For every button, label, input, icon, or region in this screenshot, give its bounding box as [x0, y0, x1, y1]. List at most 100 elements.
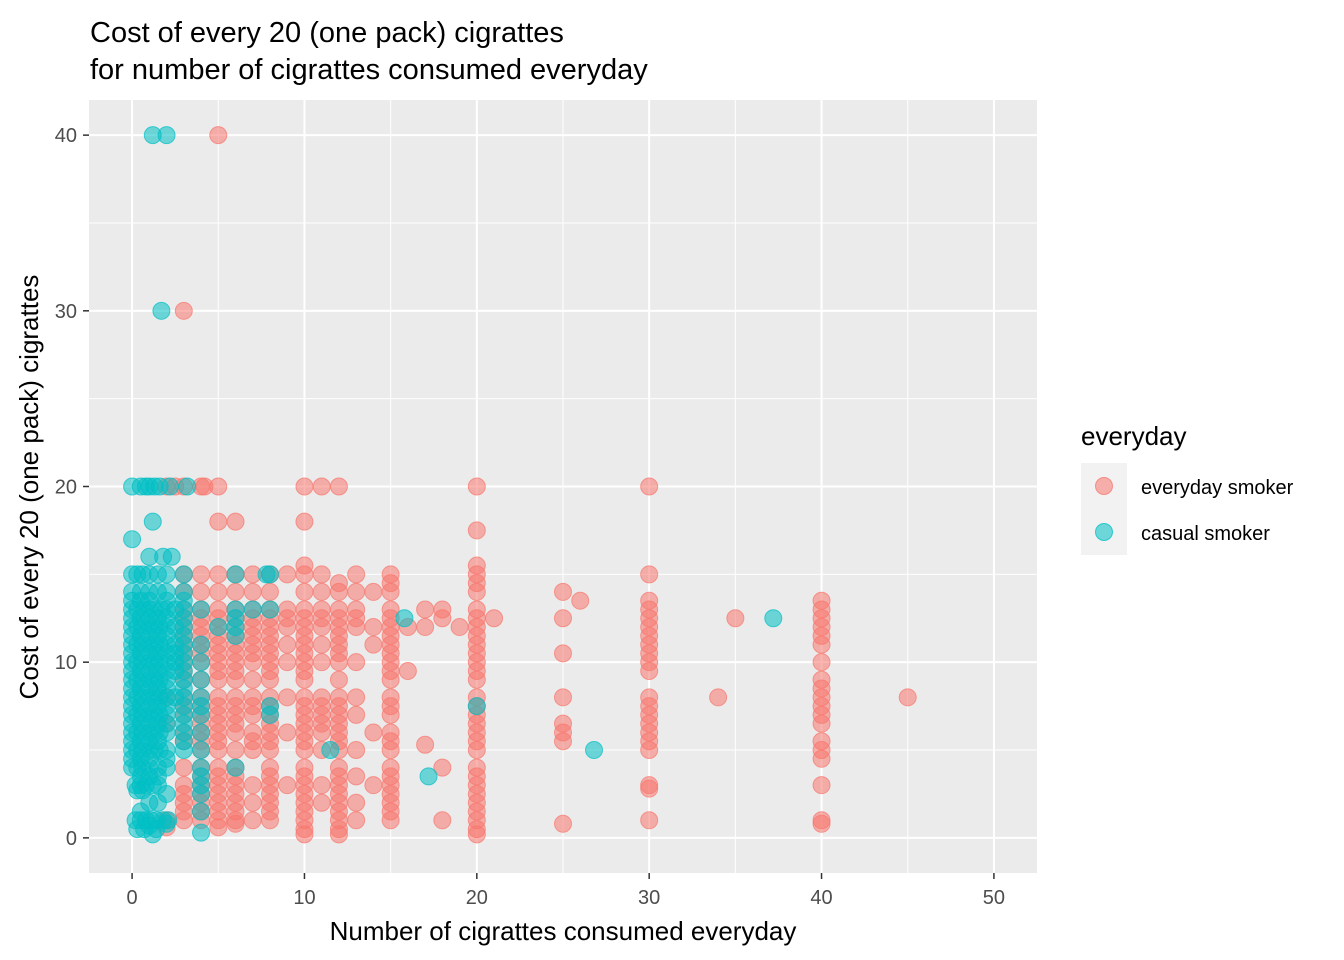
data-point-everyday-smoker — [812, 776, 831, 795]
data-point-casual-smoker — [174, 741, 193, 760]
x-tick-label: 40 — [810, 887, 832, 909]
data-point-everyday-smoker — [295, 670, 314, 689]
data-point-everyday-smoker — [640, 779, 659, 798]
y-tick-label: 30 — [55, 301, 77, 323]
data-point-everyday-smoker — [209, 818, 228, 837]
data-point-everyday-smoker — [243, 582, 262, 601]
data-point-everyday-smoker — [312, 477, 331, 496]
data-point-everyday-smoker — [347, 618, 366, 637]
data-point-casual-smoker — [192, 784, 211, 803]
data-point-casual-smoker — [174, 565, 193, 584]
data-point-everyday-smoker — [554, 688, 572, 707]
data-point-everyday-smoker — [347, 811, 366, 830]
data-point-everyday-smoker — [226, 670, 245, 689]
data-point-everyday-smoker — [329, 670, 348, 689]
data-point-everyday-smoker — [278, 776, 297, 795]
data-point-everyday-smoker — [260, 741, 279, 760]
data-point-everyday-smoker — [812, 653, 831, 672]
x-tick-label: 20 — [466, 887, 488, 909]
data-point-everyday-smoker — [226, 512, 245, 531]
data-point-everyday-smoker — [433, 609, 452, 628]
data-point-everyday-smoker — [467, 670, 486, 689]
data-point-everyday-smoker — [812, 814, 831, 833]
legend-title: everyday — [1081, 421, 1187, 451]
data-point-casual-smoker — [178, 477, 197, 496]
data-point-everyday-smoker — [398, 661, 417, 680]
data-point-everyday-smoker — [312, 618, 331, 637]
data-point-everyday-smoker — [174, 301, 193, 320]
data-point-casual-smoker — [260, 705, 279, 724]
data-point-everyday-smoker — [226, 741, 245, 760]
y-tick-label: 0 — [66, 828, 77, 850]
data-point-everyday-smoker — [709, 688, 728, 707]
data-point-everyday-smoker — [898, 688, 917, 707]
data-point-everyday-smoker — [329, 582, 348, 601]
data-point-casual-smoker — [226, 626, 245, 645]
data-point-everyday-smoker — [381, 670, 400, 689]
data-point-everyday-smoker — [243, 741, 262, 760]
data-point-everyday-smoker — [347, 767, 366, 786]
data-point-everyday-smoker — [433, 811, 452, 830]
data-point-everyday-smoker — [485, 609, 504, 628]
data-point-casual-smoker — [192, 670, 211, 689]
x-tick-label: 0 — [127, 887, 138, 909]
data-point-everyday-smoker — [329, 653, 348, 672]
data-point-everyday-smoker — [278, 635, 297, 654]
data-point-casual-smoker — [157, 814, 176, 833]
data-point-everyday-smoker — [192, 565, 211, 584]
data-point-everyday-smoker — [347, 582, 366, 601]
data-point-everyday-smoker — [416, 735, 435, 754]
data-point-casual-smoker — [152, 301, 171, 320]
data-point-everyday-smoker — [312, 582, 331, 601]
data-point-everyday-smoker — [226, 582, 245, 601]
data-point-everyday-smoker — [278, 688, 297, 707]
y-tick-label: 20 — [55, 477, 77, 499]
data-point-everyday-smoker — [243, 811, 262, 830]
data-point-everyday-smoker — [278, 653, 297, 672]
chart-subtitle: for number of cigrattes consumed everyda… — [90, 54, 648, 86]
data-point-casual-smoker — [148, 793, 167, 812]
data-point-casual-smoker — [226, 758, 245, 777]
data-point-everyday-smoker — [571, 591, 590, 610]
legend-symbol-everyday-smoker — [1095, 477, 1113, 495]
data-point-everyday-smoker — [347, 653, 366, 672]
data-point-casual-smoker — [192, 723, 211, 742]
data-point-everyday-smoker — [467, 521, 486, 540]
data-point-everyday-smoker — [467, 741, 486, 760]
data-point-everyday-smoker — [347, 705, 366, 724]
data-point-everyday-smoker — [243, 705, 262, 724]
data-point-everyday-smoker — [381, 811, 400, 830]
data-point-everyday-smoker — [312, 793, 331, 812]
y-axis-ticks: 0 10 20 30 40 — [55, 125, 89, 850]
data-point-everyday-smoker — [295, 825, 314, 844]
legend-symbol-casual-smoker — [1095, 523, 1113, 541]
data-point-casual-smoker — [192, 600, 211, 619]
data-point-everyday-smoker — [174, 758, 193, 777]
data-point-everyday-smoker — [295, 741, 314, 760]
data-point-casual-smoker — [321, 741, 340, 760]
data-point-casual-smoker — [192, 823, 211, 842]
data-point-everyday-smoker — [554, 609, 572, 628]
data-point-everyday-smoker — [640, 811, 659, 830]
data-point-everyday-smoker — [812, 714, 831, 733]
data-point-everyday-smoker — [347, 565, 366, 584]
data-point-everyday-smoker — [243, 793, 262, 812]
x-axis-title: Number of cigrattes consumed everyday — [330, 916, 797, 946]
data-point-everyday-smoker — [209, 512, 228, 531]
y-tick-label: 40 — [55, 125, 77, 147]
data-point-everyday-smoker — [312, 653, 331, 672]
data-point-everyday-smoker — [209, 741, 228, 760]
data-point-everyday-smoker — [364, 635, 383, 654]
data-point-everyday-smoker — [381, 741, 400, 760]
data-point-everyday-smoker — [347, 688, 366, 707]
data-point-everyday-smoker — [364, 723, 383, 742]
data-point-casual-smoker — [192, 741, 211, 760]
data-point-everyday-smoker — [278, 618, 297, 637]
data-point-everyday-smoker — [347, 793, 366, 812]
data-point-casual-smoker — [467, 697, 486, 716]
data-point-everyday-smoker — [381, 582, 400, 601]
data-point-everyday-smoker — [243, 776, 262, 795]
x-tick-label: 30 — [638, 887, 660, 909]
data-point-everyday-smoker — [209, 582, 228, 601]
y-axis-title: Cost of every 20 (one pack) cigrattes — [14, 275, 44, 700]
